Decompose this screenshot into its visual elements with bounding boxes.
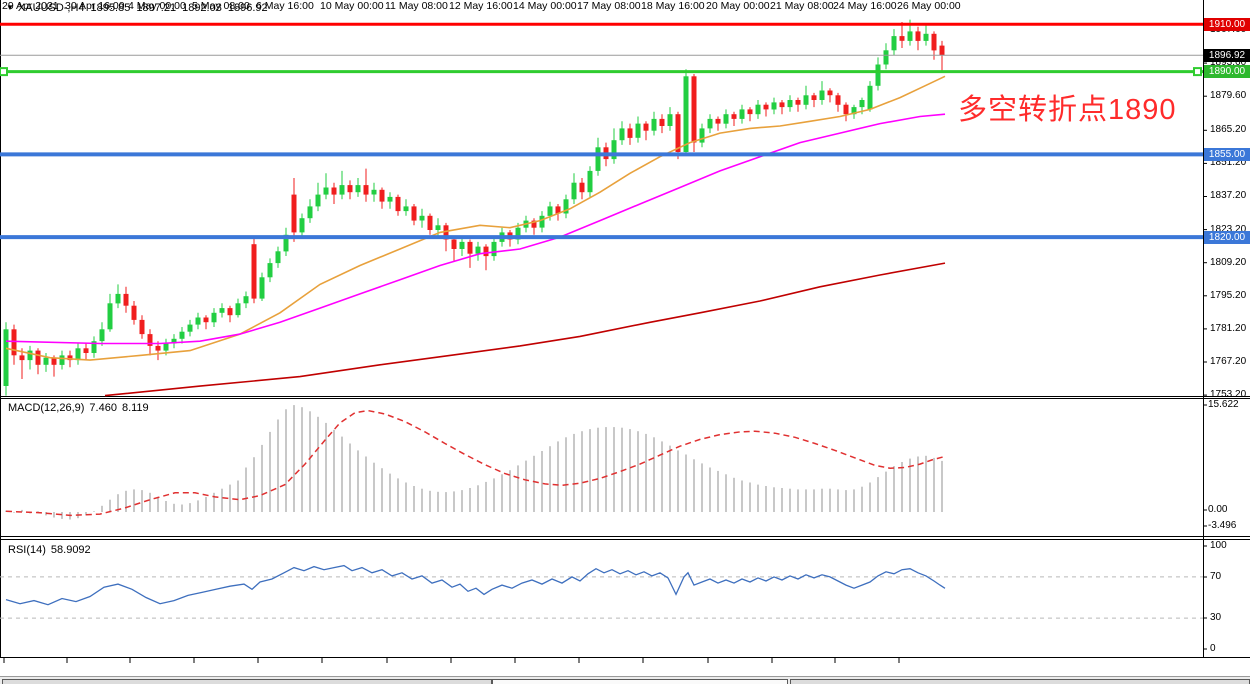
price-tick-label: 1837.20 xyxy=(1210,190,1247,201)
macd-axis-label: -3.496 xyxy=(1208,520,1237,531)
macd-axis-label: 0.00 xyxy=(1208,504,1228,515)
macd-value-main: 7.460 xyxy=(89,402,117,414)
rsi-axis-label: 100 xyxy=(1210,540,1227,551)
price-tick-label: 1823.20 xyxy=(1210,224,1247,235)
rsi-line xyxy=(5,564,946,606)
time-axis-label: 5 May 08:00 xyxy=(192,0,250,12)
macd-axis-label: 15.622 xyxy=(1208,399,1239,410)
symbol-marker-icon: ▼ xyxy=(6,3,14,12)
window-tab-3[interactable] xyxy=(790,679,1250,684)
macd-value-signal: 8.119 xyxy=(121,402,149,414)
time-axis-label: 11 May 08:00 xyxy=(385,0,448,12)
price-badge-1855.00: 1855.00 xyxy=(1204,148,1250,161)
time-axis-label: 26 May 00:00 xyxy=(897,0,961,12)
rsi-axis-label: 70 xyxy=(1210,571,1222,582)
time-axis-label: 17 May 08:00 xyxy=(577,0,641,12)
time-axis-label: 18 May 16:00 xyxy=(641,0,705,12)
price-tick-label: 1781.20 xyxy=(1210,323,1247,334)
time-axis-label: 29 Apr 2021 xyxy=(2,0,59,12)
price-tick-label: 1809.20 xyxy=(1210,257,1247,268)
symbol-period-label: XAUUSD-,H4 xyxy=(17,2,85,14)
price-tick-label: 1753.20 xyxy=(1210,389,1247,400)
candles-group xyxy=(3,19,945,396)
chart-text-annotation[interactable]: 多空转折点1890 xyxy=(958,94,1177,126)
time-axis-label: 21 May 08:00 xyxy=(770,0,834,12)
time-axis-label: 10 May 00:00 xyxy=(320,0,384,12)
hline-drag-handle[interactable] xyxy=(0,67,8,77)
price-badge-1910.00: 1910.00 xyxy=(1204,18,1250,31)
price-tick-label: 1795.20 xyxy=(1210,290,1247,301)
price-badge-1820.00: 1820.00 xyxy=(1204,231,1250,244)
rsi-indicator-label: RSI(14) 58.9092 xyxy=(8,544,96,556)
panel-borders xyxy=(0,0,1250,663)
macd-indicator-label: MACD(12,26,9) 7.460 8.119 xyxy=(8,402,154,414)
rsi-axis-label: 30 xyxy=(1210,612,1222,623)
ma-slow-darkred xyxy=(104,262,946,397)
ohlc-open: 1895.85 xyxy=(90,2,131,14)
window-tab-1[interactable] xyxy=(2,679,492,684)
price-badge-1896.92: 1896.92 xyxy=(1204,49,1250,62)
ma-fast-orange xyxy=(5,75,946,361)
rsi-axis-label: 0 xyxy=(1210,643,1216,654)
rsi-value: 58.9092 xyxy=(50,544,91,556)
time-axis-label: 30 Apr 16:00 xyxy=(65,0,125,12)
time-axis-label: 24 May 16:00 xyxy=(833,0,897,12)
ohlc-close: 1896.92 xyxy=(227,2,268,14)
price-tick-label: 1865.20 xyxy=(1210,124,1247,135)
price-tick-label: 1879.60 xyxy=(1210,90,1247,101)
time-axis-label: 20 May 00:00 xyxy=(706,0,770,12)
time-axis-label: 4 May 00:00 xyxy=(128,0,186,12)
price-badge-1890.00: 1890.00 xyxy=(1204,65,1250,78)
price-tick-label: 1851.20 xyxy=(1210,157,1247,168)
horizontal-level-lines[interactable] xyxy=(0,22,1203,240)
ohlc-high: 1897.21 xyxy=(136,2,177,14)
window-tabs-strip xyxy=(0,676,1250,684)
window-tab-2[interactable] xyxy=(492,679,788,684)
price-tick-label: 1767.20 xyxy=(1210,356,1247,367)
macd-signal-line xyxy=(5,409,946,517)
time-axis-label: 14 May 00:00 xyxy=(513,0,577,12)
time-axis-label: 6 May 16:00 xyxy=(256,0,314,12)
time-axis-label: 12 May 16:00 xyxy=(449,0,513,12)
symbol-info-line: ▼ XAUUSD-,H4 1895.85 1897.21 1892.03 1896.92 xyxy=(6,2,274,14)
hline-drag-handle[interactable] xyxy=(1193,67,1202,77)
rsi-name: RSI(14) xyxy=(8,544,46,556)
ohlc-low: 1892.03 xyxy=(182,2,222,14)
macd-histogram xyxy=(5,405,943,520)
ma-mid-magenta xyxy=(5,113,946,345)
macd-name: MACD(12,26,9) xyxy=(8,402,85,414)
price-tick-label: 1893.60 xyxy=(1210,57,1247,68)
